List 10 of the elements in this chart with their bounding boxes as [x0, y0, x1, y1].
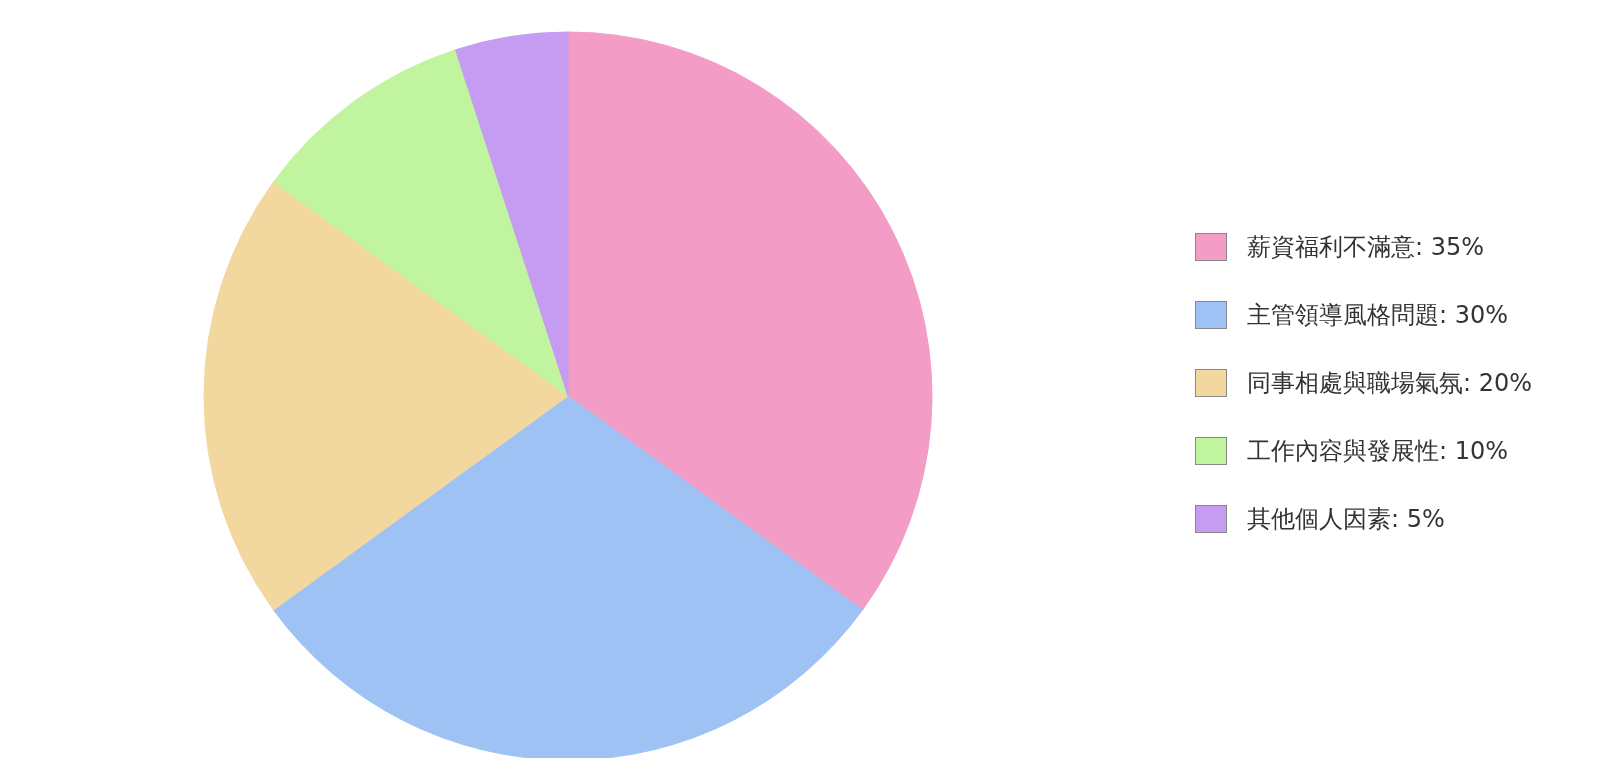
legend-label: 工作內容與發展性: 10%	[1246, 436, 1508, 467]
pie-slice	[273, 395, 863, 758]
pie-slice	[567, 31, 933, 611]
pie-slice	[273, 49, 569, 397]
pie-slice	[203, 181, 569, 611]
pie-slice	[455, 31, 569, 397]
legend-label: 主管領導風格問題: 30%	[1246, 300, 1508, 331]
legend-label: 同事相處與職場氣氛: 20%	[1246, 368, 1532, 399]
legend-label: 其他個人因素: 5%	[1246, 504, 1445, 535]
legend-label: 薪資福利不滿意: 35%	[1246, 232, 1484, 263]
